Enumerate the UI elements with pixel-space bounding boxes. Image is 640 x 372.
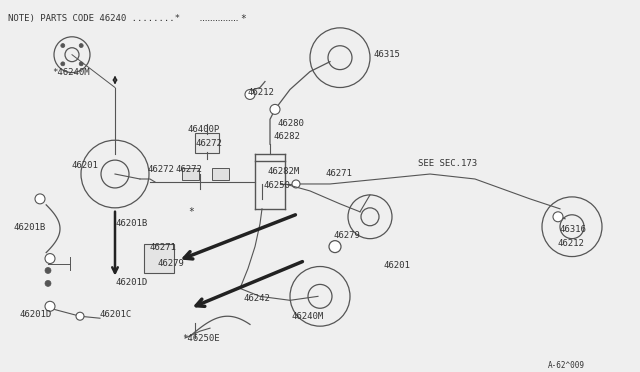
Circle shape [45, 280, 51, 286]
FancyBboxPatch shape [211, 167, 228, 180]
Circle shape [45, 267, 51, 273]
Text: 46315: 46315 [374, 50, 401, 59]
Circle shape [45, 254, 55, 263]
Text: 46272: 46272 [196, 139, 223, 148]
Text: SEE SEC.173: SEE SEC.173 [418, 159, 477, 168]
Text: 46271: 46271 [326, 169, 353, 178]
Circle shape [61, 62, 65, 66]
Text: *46240M: *46240M [52, 68, 90, 77]
Text: *: * [240, 14, 246, 24]
Text: 46201: 46201 [384, 260, 411, 270]
Circle shape [245, 90, 255, 99]
Text: 46316: 46316 [560, 225, 587, 234]
FancyBboxPatch shape [144, 244, 174, 273]
Text: 46282: 46282 [274, 132, 301, 141]
Text: A-62^009: A-62^009 [548, 361, 585, 370]
Circle shape [292, 180, 300, 188]
Text: 46250: 46250 [264, 181, 291, 190]
Text: 46271: 46271 [150, 243, 177, 251]
Text: 46240M: 46240M [292, 312, 324, 321]
Text: 46212: 46212 [558, 239, 585, 248]
Circle shape [79, 62, 83, 66]
Text: *46250E: *46250E [182, 334, 220, 343]
Text: 46201D: 46201D [116, 278, 148, 288]
Circle shape [553, 212, 563, 222]
Text: *: * [188, 207, 194, 217]
Text: 46201B: 46201B [116, 219, 148, 228]
Circle shape [270, 105, 280, 114]
Text: 46242: 46242 [244, 294, 271, 303]
Text: 46272: 46272 [148, 165, 175, 174]
Circle shape [45, 301, 55, 311]
Text: 46201: 46201 [72, 161, 99, 170]
Text: 46201D: 46201D [20, 310, 52, 319]
FancyBboxPatch shape [182, 167, 198, 180]
Circle shape [329, 241, 341, 253]
Text: 46212: 46212 [248, 87, 275, 96]
Text: 46272: 46272 [176, 165, 203, 174]
Text: 46201B: 46201B [14, 223, 46, 232]
Text: NOTE) PARTS CODE 46240 ........*: NOTE) PARTS CODE 46240 ........* [8, 14, 180, 23]
Text: 46279: 46279 [334, 231, 361, 240]
Circle shape [61, 44, 65, 48]
Text: 46400P: 46400P [188, 125, 220, 134]
Circle shape [35, 194, 45, 204]
Text: 46282M: 46282M [268, 167, 300, 176]
Circle shape [76, 312, 84, 320]
Text: 46279: 46279 [158, 259, 185, 267]
Circle shape [79, 44, 83, 48]
Text: 46201C: 46201C [100, 310, 132, 319]
FancyBboxPatch shape [195, 133, 219, 153]
Text: 46280: 46280 [278, 119, 305, 128]
